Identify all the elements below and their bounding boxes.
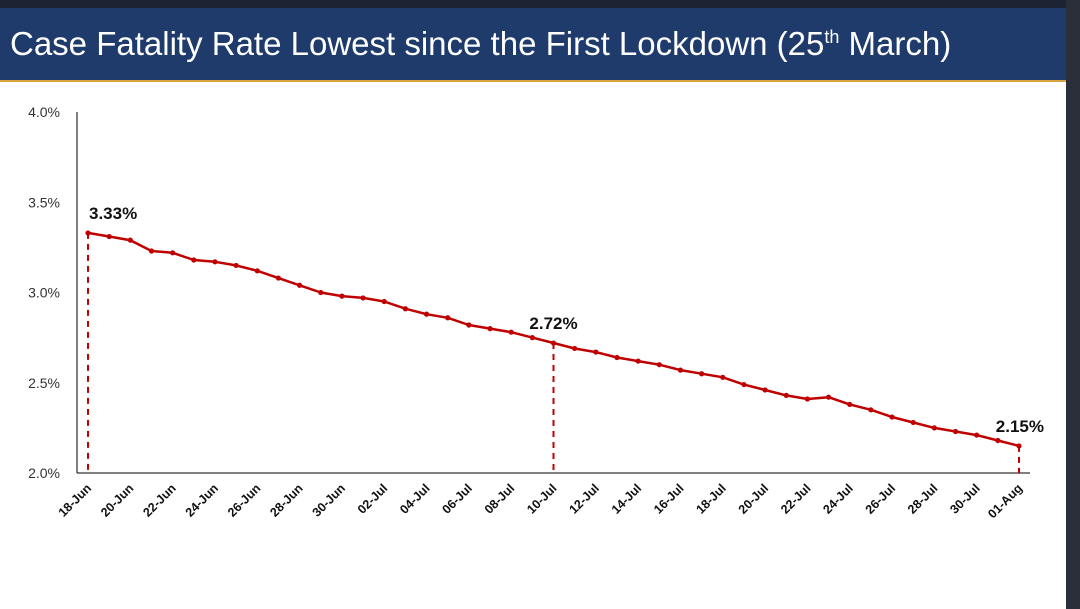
banner-accent-line <box>0 80 1066 82</box>
data-point <box>550 340 557 346</box>
data-point <box>656 362 662 368</box>
data-point <box>614 354 620 361</box>
x-tick-label: 24-Jul <box>820 481 855 516</box>
x-tick-label: 10-Jul <box>524 481 559 516</box>
data-point <box>825 394 832 400</box>
x-tick-label: 28-Jul <box>905 481 940 516</box>
y-tick-label: 3.0% <box>28 285 60 301</box>
data-point <box>170 250 176 256</box>
data-point <box>381 298 387 305</box>
x-tick-label: 26-Jun <box>225 481 263 519</box>
y-tick-label: 3.5% <box>28 194 60 210</box>
x-tick-label: 24-Jun <box>183 481 221 519</box>
x-tick-label: 18-Jun <box>56 481 94 519</box>
data-point <box>296 282 303 288</box>
annotation-label: 2.72% <box>529 314 577 333</box>
data-point <box>254 268 260 274</box>
data-point <box>677 367 684 373</box>
data-point <box>445 315 451 321</box>
annotation-label: 3.33% <box>89 204 137 223</box>
x-tick-label: 04-Jul <box>397 481 432 516</box>
data-point <box>804 396 811 402</box>
data-point <box>148 248 155 254</box>
data-point <box>529 335 535 341</box>
data-point <box>360 295 366 301</box>
x-tick-label: 20-Jul <box>736 481 771 516</box>
data-point <box>212 259 218 265</box>
y-tick-label: 2.0% <box>28 465 60 481</box>
x-tick-label: 14-Jul <box>609 481 644 516</box>
data-point <box>402 306 408 312</box>
x-tick-label: 30-Jul <box>947 481 982 516</box>
data-point <box>974 432 980 438</box>
data-point <box>127 237 133 243</box>
data-point <box>952 428 959 435</box>
x-tick-label: 06-Jul <box>440 481 475 516</box>
data-point <box>847 401 853 408</box>
data-point <box>720 374 726 380</box>
right-edge <box>1066 0 1080 609</box>
data-point <box>783 392 789 398</box>
title-end: March) <box>839 25 952 62</box>
top-strip <box>0 0 1080 8</box>
data-point <box>233 262 239 269</box>
x-tick-label: 20-Jun <box>98 481 136 519</box>
data-point <box>762 387 768 393</box>
data-point <box>508 329 514 335</box>
x-tick-label: 12-Jul <box>566 481 601 516</box>
x-tick-label: 01-Aug <box>985 481 1025 521</box>
data-point <box>910 419 916 426</box>
x-tick-label: 18-Jul <box>693 481 728 516</box>
data-point <box>487 326 493 332</box>
data-point <box>635 358 641 364</box>
data-point <box>339 293 345 299</box>
y-tick-label: 2.5% <box>28 375 60 391</box>
data-point <box>931 425 937 431</box>
data-point <box>191 257 197 263</box>
data-point <box>741 381 747 388</box>
data-point <box>423 311 430 317</box>
x-tick-label: 28-Jun <box>267 481 305 519</box>
data-point <box>572 345 578 352</box>
data-point <box>889 414 895 420</box>
data-point <box>466 322 472 328</box>
data-point <box>106 233 112 240</box>
data-point <box>593 349 599 355</box>
x-tick-label: 02-Jul <box>355 481 390 516</box>
title-superscript: th <box>824 27 840 47</box>
data-point <box>699 371 705 377</box>
annotation-label: 2.15% <box>996 417 1044 436</box>
page-title: Case Fatality Rate Lowest since the Firs… <box>10 14 951 74</box>
x-tick-label: 08-Jul <box>482 481 517 516</box>
x-tick-label: 22-Jul <box>778 481 813 516</box>
y-tick-label: 4.0% <box>28 104 60 120</box>
data-point <box>1016 443 1022 449</box>
data-point <box>275 275 282 281</box>
x-tick-label: 30-Jun <box>310 481 348 519</box>
title-main: Case Fatality Rate Lowest since the Firs… <box>10 25 825 62</box>
x-tick-label: 22-Jun <box>140 481 178 519</box>
data-point <box>868 407 874 413</box>
x-tick-label: 26-Jul <box>863 481 898 516</box>
x-tick-label: 16-Jul <box>651 481 686 516</box>
data-point <box>85 230 91 236</box>
line-chart: 4.0% 3.5% 3.0% 2.5% 2.0% 3.33% 2.72% 2.15% 18-Ju… <box>28 104 1044 521</box>
data-point <box>318 289 324 296</box>
title-banner <box>0 8 1066 80</box>
data-point <box>995 437 1001 444</box>
